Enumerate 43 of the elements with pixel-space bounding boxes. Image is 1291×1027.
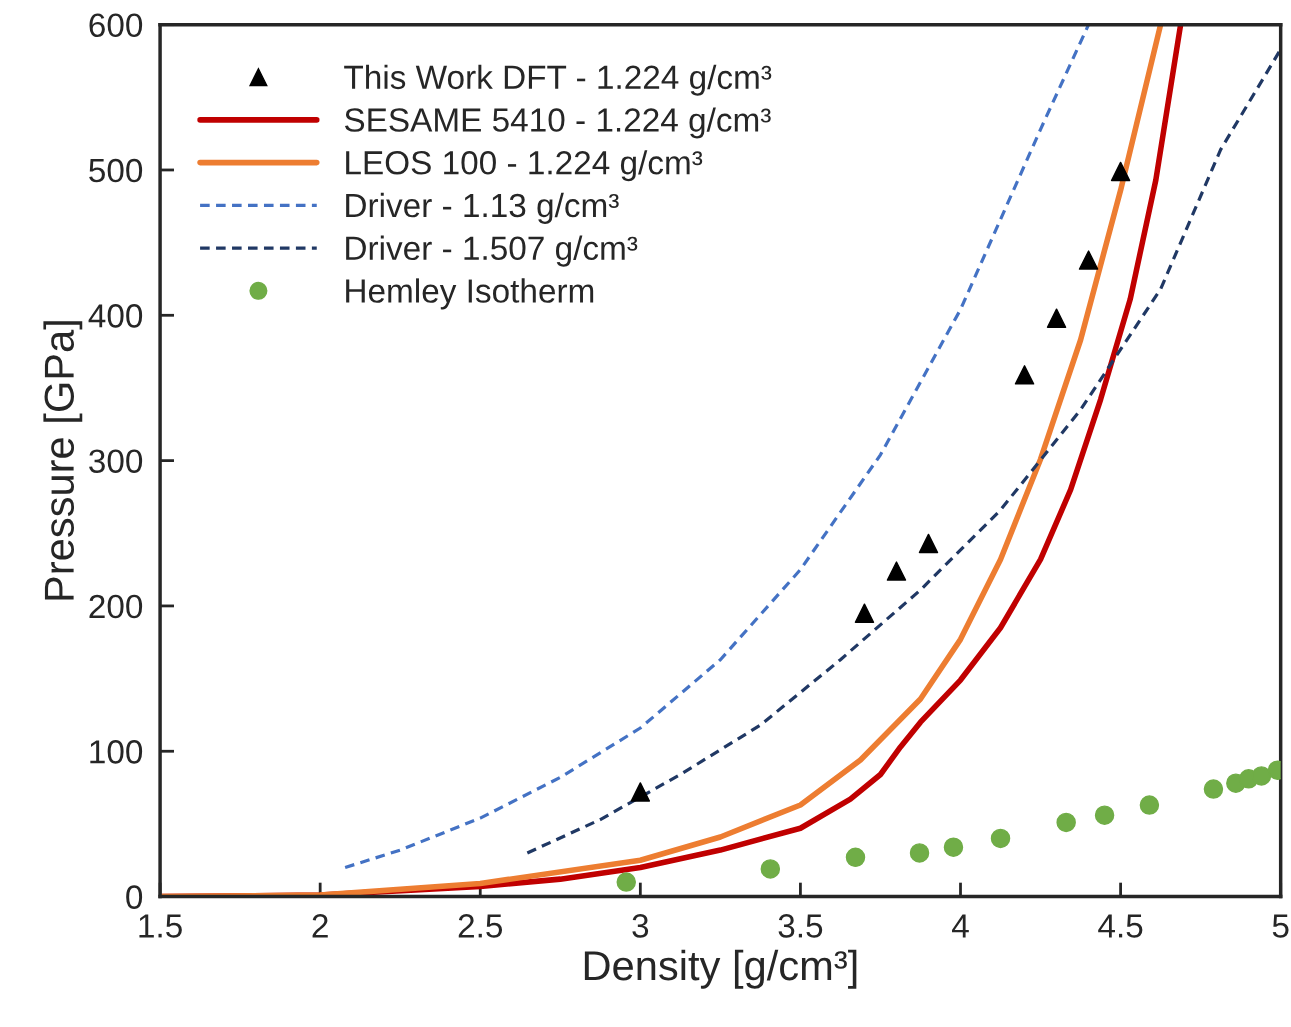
- legend-label: Driver - 1.507 g/cm³: [346, 235, 638, 267]
- point: [1046, 308, 1067, 328]
- point: [854, 603, 875, 623]
- y-tick-label: 200: [89, 594, 143, 619]
- x-tick-label: 3.5: [778, 914, 823, 938]
- y-axis-title: Pressure [GPa]: [43, 321, 83, 600]
- line-series: [343, 24, 1091, 870]
- legend-label: This Work DFT - 1.224 g/cm³: [344, 64, 772, 96]
- x-axis-title: Density [g/cm³]: [584, 949, 857, 989]
- y-tick-label: 300: [89, 449, 143, 474]
- point: [909, 843, 930, 863]
- point: [630, 782, 651, 802]
- x-tick-label: 2.5: [458, 914, 503, 938]
- point: [1251, 766, 1272, 786]
- y-tick-label: 0: [126, 885, 143, 909]
- legend-label: Driver - 1.13 g/cm³: [346, 192, 619, 224]
- point: [1056, 812, 1076, 833]
- y-tick-label: 400: [88, 304, 143, 328]
- point: [616, 872, 636, 892]
- point: [1203, 779, 1224, 799]
- x-tick-label: 4.5: [1098, 914, 1143, 938]
- legend-label: Hemley Isotherm: [346, 278, 594, 310]
- legend-label: SESAME 5410 - 1.224 g/cm³: [344, 107, 771, 139]
- x-tick-label: 2: [312, 914, 328, 938]
- point: [918, 533, 939, 554]
- point: [845, 847, 866, 868]
- point: [760, 859, 781, 879]
- point: [1078, 250, 1099, 270]
- point: [1094, 805, 1115, 825]
- y-tick-label: 500: [89, 158, 143, 183]
- x-tick-label: 3: [632, 914, 649, 938]
- x-tick-label: 4: [952, 914, 969, 938]
- legend-label: LEOS 100 - 1.224 g/cm³: [346, 150, 703, 182]
- point: [1014, 365, 1035, 385]
- x-tick-label: 1.5: [139, 914, 182, 938]
- point: [1139, 795, 1160, 815]
- point: [1110, 161, 1131, 182]
- y-tick-label: 100: [90, 740, 143, 764]
- point: [990, 828, 1011, 849]
- point: [886, 561, 907, 581]
- point: [943, 837, 964, 857]
- y-tick-label: 600: [89, 13, 143, 38]
- x-tick-label: 5: [1272, 914, 1289, 938]
